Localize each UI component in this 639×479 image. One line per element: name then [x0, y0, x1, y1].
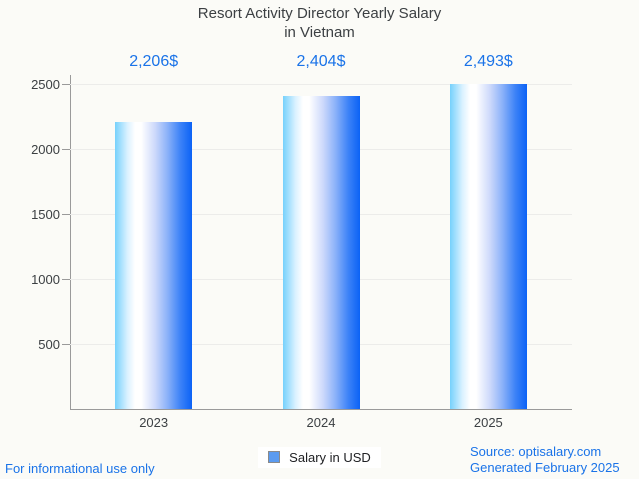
- y-tick-mark: [62, 148, 70, 150]
- y-axis-line: [70, 75, 71, 409]
- chart-title-line2: in Vietnam: [284, 24, 355, 41]
- chart-title: Resort Activity Director Yearly Salary i…: [0, 4, 639, 42]
- legend-swatch-icon: [268, 451, 281, 463]
- bar-value-label-2024: 2,404$: [296, 53, 346, 70]
- y-tick-mark: [62, 213, 70, 215]
- bar-2023[interactable]: [115, 121, 193, 409]
- bar-value-label-2025: 2,493$: [463, 53, 513, 70]
- x-axis-label-2023: 2023: [139, 415, 169, 430]
- bar-2025[interactable]: [449, 84, 527, 409]
- y-tick-label: 1500: [31, 206, 60, 222]
- chart-title-line1: Resort Activity Director Yearly Salary: [197, 5, 442, 22]
- x-axis-label-2025: 2025: [473, 415, 503, 430]
- source-text: Source: optisalary.com: [470, 444, 602, 459]
- gridline-2500: [70, 83, 572, 85]
- x-axis-label-2024: 2024: [306, 415, 336, 430]
- y-tick-label: 2000: [31, 141, 60, 157]
- generated-text: Generated February 2025: [470, 460, 620, 475]
- x-axis-line: [70, 409, 572, 410]
- y-tick-mark: [62, 83, 70, 85]
- y-tick-mark: [62, 343, 70, 345]
- legend: Salary in USD: [0, 446, 639, 468]
- legend-item-salary[interactable]: Salary in USD: [258, 446, 381, 468]
- bar-value-label-2023: 2,206$: [129, 53, 179, 70]
- y-tick-label: 1000: [31, 271, 60, 287]
- legend-label: Salary in USD: [289, 449, 371, 465]
- bar-2024[interactable]: [282, 95, 360, 409]
- disclaimer-text: For informational use only: [5, 461, 155, 476]
- y-tick-label: 500: [38, 336, 60, 352]
- y-tick-label: 2500: [31, 76, 60, 92]
- source-block: Source: optisalary.com Generated Februar…: [470, 444, 620, 476]
- y-tick-mark: [62, 278, 70, 280]
